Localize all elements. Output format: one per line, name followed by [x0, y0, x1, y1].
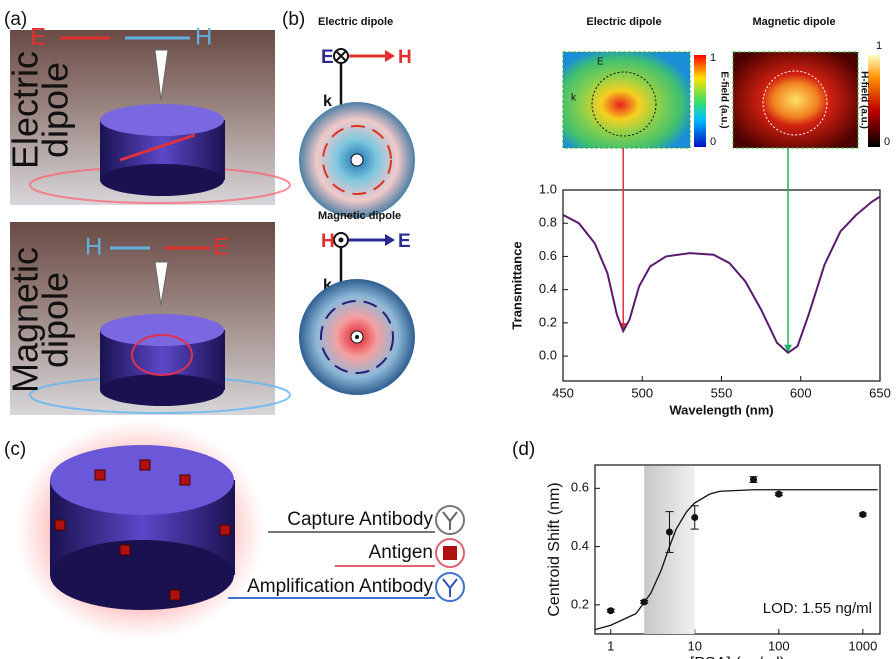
data-line [563, 197, 880, 353]
colorbar-label: 0 [884, 136, 890, 148]
subtitle: Magnetic dipole [318, 210, 401, 222]
field-map: E k 1 0 E-field (a.u.) [563, 52, 729, 148]
colorbar-label: 1 [876, 40, 882, 52]
panel-label: (b) [282, 9, 305, 30]
h-vector: H [195, 23, 212, 50]
x-tick-label: 600 [790, 385, 812, 400]
y-tick-label: 0.2 [539, 314, 557, 329]
sensor-render [15, 420, 265, 640]
y-tick-label: 1.0 [539, 181, 557, 196]
x-tick-label: 10 [688, 638, 702, 653]
map-title: Electric dipole [586, 16, 661, 28]
data-point [607, 607, 614, 614]
y-tick-label: 0.6 [539, 248, 557, 263]
charts: 450 500 550 600 650 0.0 0.2 0.4 0.6 0.8 1.0 Wavelen… [509, 148, 890, 659]
h-vector: H [321, 231, 335, 252]
x-axis-label: Wavelength (nm) [669, 402, 773, 417]
electric-render: E H Electric dipole [5, 23, 290, 205]
y-axis-label: Centroid Shift (nm) [546, 482, 563, 616]
map-axis: E [597, 57, 604, 68]
magnetic-render: H E Magnetic dipole [5, 222, 290, 415]
data-point [750, 476, 757, 483]
figure: (a) E H Electric dipole H E Magnetic dip… [0, 0, 896, 659]
data-point [775, 491, 782, 498]
x-tick-label: 500 [631, 385, 653, 400]
y-tick-label: 0.8 [539, 215, 557, 230]
electric-diagram: E H k [299, 47, 415, 218]
colorbar-title: E-field (a.u.) [718, 71, 729, 128]
y-axis-label: Transmittance [509, 241, 524, 329]
e-vector: E [213, 233, 229, 260]
e-vector: E [30, 23, 46, 50]
rotated-label: dipole [35, 272, 76, 368]
field-map: 1 0 H-field (a.u.) [733, 40, 890, 148]
x-tick-label: 650 [869, 385, 891, 400]
e-vector: E [398, 231, 411, 252]
panel-label: (a) [4, 9, 27, 30]
y-tick-label: 0.4 [539, 281, 557, 296]
colorbar-label: 0 [710, 136, 716, 148]
data-point [691, 514, 698, 521]
data-point [859, 511, 866, 518]
x-tick-label: 100 [768, 638, 790, 653]
y-tick-label: 0.4 [571, 538, 589, 553]
annotation: LOD: 1.55 ng/ml [763, 600, 872, 617]
data-point [641, 598, 648, 605]
colorbar-label: 1 [710, 52, 716, 64]
y-tick-label: 0.2 [571, 596, 589, 611]
x-tick-label: 450 [552, 385, 574, 400]
magnetic-diagram: H E k [299, 231, 415, 395]
panel-label: (c) [4, 439, 26, 460]
legend-entry: Amplification Antibody [247, 576, 433, 597]
h-vector: H [398, 47, 412, 68]
colorbar-title: H-field (a.u.) [858, 71, 869, 129]
h-vector: H [85, 233, 102, 260]
x-tick-label: 1 [607, 638, 614, 653]
e-vector: E [321, 47, 334, 68]
rotated-label: dipole [35, 62, 76, 158]
x-axis-label: [PSA] (ng/ml) [690, 655, 785, 659]
x-tick-label: 1000 [848, 638, 877, 653]
k-vector: k [323, 93, 332, 110]
legend-entry: Capture Antibody [287, 509, 433, 530]
panel-label: (d) [512, 439, 535, 460]
subtitle: Electric dipole [318, 16, 393, 28]
y-tick-label: 0.6 [571, 480, 589, 495]
legend-entry: Antigen [369, 542, 433, 563]
map-title: Magnetic dipole [752, 16, 835, 28]
data-point [666, 529, 673, 536]
y-tick-label: 0.0 [539, 348, 557, 363]
x-tick-label: 550 [711, 385, 733, 400]
